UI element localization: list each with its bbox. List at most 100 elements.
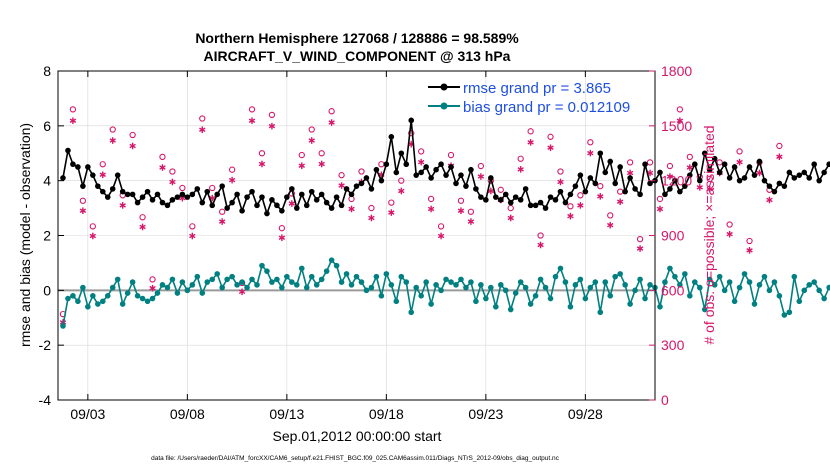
obs-assimilated-stroke: [109, 138, 116, 143]
left-y-axis-label: rmse and bias (model - observation): [17, 123, 33, 347]
obs-possible-marker: [99, 161, 106, 168]
rmse-point: [607, 158, 614, 165]
bias-point: [144, 298, 151, 305]
rmse-point: [229, 199, 235, 206]
obs-assimilated-stroke: [119, 203, 126, 208]
obs-assimilated-marker: [746, 247, 753, 254]
left-y-tick-label: 4: [43, 173, 51, 189]
bias-point: [458, 276, 464, 283]
obs-assimilated-stroke: [696, 185, 703, 190]
obs-assimilated-stroke: [368, 215, 375, 221]
rmse-point: [433, 166, 439, 173]
obs-assimilated-stroke: [298, 163, 305, 169]
obs-assimilated-stroke: [567, 213, 574, 219]
obs-assimilated-marker: [139, 223, 146, 231]
rmse-point: [184, 194, 191, 200]
bias-point: [612, 273, 618, 280]
bias-point: [592, 279, 599, 285]
bias-point: [806, 282, 813, 288]
right-y-tick-label: 1800: [661, 63, 692, 79]
obs-assimilated-stroke: [517, 167, 524, 172]
rmse-point: [672, 177, 678, 184]
rmse-point: [612, 180, 618, 187]
obs-assimilated-stroke: [577, 203, 584, 208]
bias-point: [542, 284, 549, 291]
bias-point: [254, 282, 260, 288]
bias-point: [517, 279, 524, 285]
obs-assimilated-marker: [587, 149, 594, 157]
rmse-point: [577, 172, 584, 178]
bias-point: [119, 301, 126, 307]
rmse-point: [109, 186, 116, 192]
x-axis-ticks: 09/03 09/08 09/13 09/18 09/23 09/28: [70, 71, 603, 422]
rmse-series: [60, 117, 830, 217]
rmse-point: [642, 161, 648, 168]
rmse-point: [85, 164, 91, 170]
bias-point: [85, 303, 91, 310]
rmse-point: [239, 208, 245, 214]
rmse-point: [731, 164, 738, 170]
bias-point: [567, 303, 574, 310]
obs-possible-marker: [418, 148, 425, 155]
rmse-point: [756, 158, 763, 165]
chart-title-line2: AIRCRAFT_V_WIND_COMPONENT @ 313 hPa: [204, 48, 511, 64]
rmse-point: [796, 172, 803, 178]
rmse-point: [766, 183, 773, 189]
rmse-point: [308, 188, 315, 195]
rmse-point: [622, 188, 628, 195]
bias-point: [438, 287, 444, 294]
bias-point: [587, 284, 594, 291]
obs-assimilated-marker: [467, 218, 475, 225]
obs-assimilated-marker: [547, 144, 554, 152]
rmse-point: [363, 175, 370, 181]
rmse-point: [303, 202, 310, 209]
rmse-point: [512, 194, 519, 200]
obs-assimilated-stroke: [616, 199, 624, 205]
rmse-point: [65, 147, 71, 154]
obs-possible-marker: [189, 223, 196, 230]
bias-point: [801, 287, 808, 294]
rmse-point: [313, 197, 320, 203]
obs-assimilated-stroke: [507, 215, 514, 221]
bias-point: [224, 276, 230, 283]
bias-point: [134, 293, 141, 299]
obs-assimilated-marker: [99, 171, 106, 179]
bias-point: [667, 265, 673, 272]
bias-point: [522, 284, 529, 291]
right-y-axis-label: # of obs: o=possible; ×=assimilated: [701, 125, 717, 344]
bias-point: [791, 273, 798, 280]
rmse-point: [677, 188, 683, 195]
obs-possible-marker: [149, 276, 156, 283]
obs-assimilated-stroke: [666, 174, 674, 179]
obs-possible-marker: [268, 111, 276, 119]
obs-assimilated-marker: [109, 137, 116, 144]
rmse-point: [597, 150, 604, 157]
obs-assimilated-marker: [368, 214, 375, 222]
rmse-point: [776, 180, 783, 187]
obs-possible-marker: [636, 236, 644, 243]
bias-point: [209, 276, 216, 283]
obs-assimilated-stroke: [607, 222, 614, 228]
rmse-point: [408, 117, 415, 124]
bias-point: [408, 309, 415, 316]
obs-possible-marker: [258, 150, 266, 157]
obs-assimilated-stroke: [527, 140, 534, 145]
rmse-point: [189, 191, 196, 198]
obs-assimilated-stroke: [636, 246, 644, 251]
bias-point: [159, 282, 166, 288]
rmse-point: [667, 186, 673, 192]
obs-possible-marker: [109, 126, 116, 133]
rmse-point: [483, 197, 489, 203]
obs-possible-marker: [587, 139, 594, 146]
obs-possible-marker: [358, 168, 365, 175]
rmse-point: [811, 161, 817, 168]
rmse-point: [696, 177, 703, 184]
rmse-point: [473, 186, 479, 192]
rmse-point: [343, 186, 350, 192]
rmse-point: [687, 172, 693, 178]
rmse-point: [761, 177, 768, 184]
obs-assimilated-marker: [577, 202, 584, 209]
obs-possible-marker: [567, 203, 574, 210]
obs-possible-marker: [626, 159, 634, 166]
obs-assimilated-marker: [338, 182, 345, 189]
